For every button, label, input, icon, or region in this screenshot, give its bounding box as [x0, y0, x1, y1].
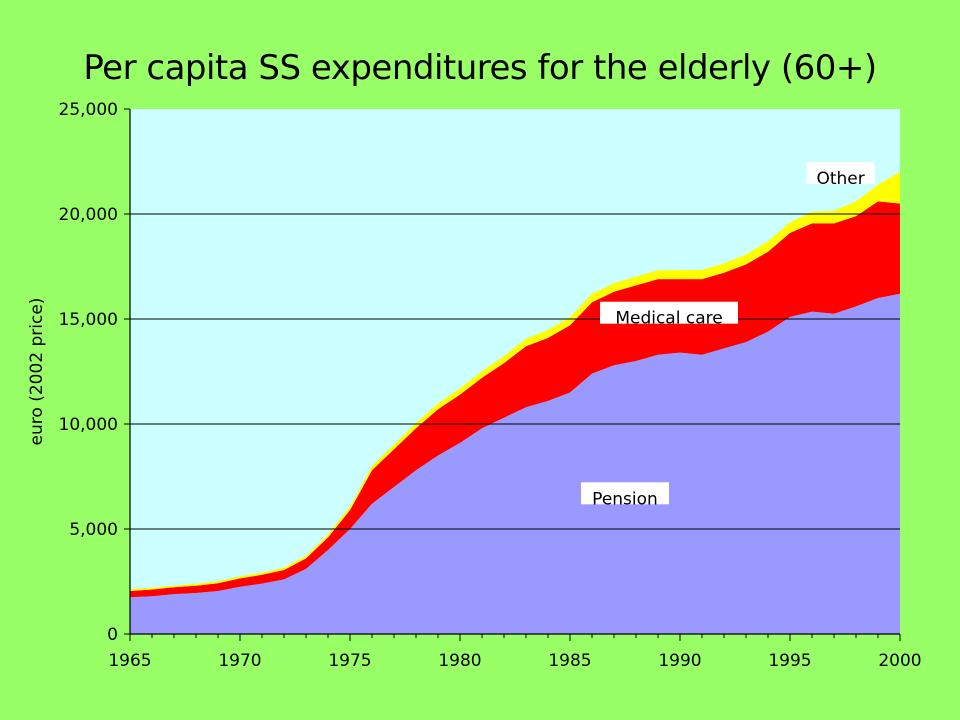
- y-tick-label: 0: [107, 625, 118, 645]
- y-tick-label: 10,000: [59, 415, 118, 435]
- series-label-box: [806, 162, 875, 185]
- y-axis-ticks: 0 5,000 10,000 15,000 20,000 25,000: [59, 100, 130, 645]
- x-tick-label: 1980: [438, 651, 481, 671]
- y-tick-label: 15,000: [59, 310, 118, 330]
- x-tick-label: 1965: [108, 651, 151, 671]
- series-label-medical-care: Medical care: [615, 309, 722, 329]
- area-other: [130, 172, 900, 591]
- x-tick-label: 1990: [658, 651, 701, 671]
- series-labels: Pension Medical care Other: [581, 162, 875, 509]
- series-label-box: [581, 482, 669, 505]
- area-medical-care: [130, 201, 900, 598]
- series-label-other: Other: [816, 169, 864, 189]
- series-label-pension: Pension: [592, 489, 658, 509]
- x-axis-ticks: 1965 1970 1975 1980 1985 1990 1995 2000: [108, 634, 922, 671]
- y-axis-label: euro (2002 price): [27, 298, 47, 446]
- chart-title: Per capita SS expenditures for the elder…: [83, 48, 877, 88]
- area-series-group: [130, 172, 900, 634]
- x-tick-label: 1970: [218, 651, 261, 671]
- x-tick-label: 1995: [768, 651, 811, 671]
- area-pension: [130, 293, 900, 634]
- x-tick-label: 1975: [328, 651, 371, 671]
- y-tick-label: 20,000: [59, 205, 118, 225]
- x-tick-label: 1985: [548, 651, 591, 671]
- x-tick-label: 2000: [878, 651, 921, 671]
- y-tick-label: 25,000: [59, 100, 118, 120]
- series-label-box: [600, 301, 738, 324]
- y-tick-label: 5,000: [69, 520, 118, 540]
- gridlines: [129, 109, 900, 635]
